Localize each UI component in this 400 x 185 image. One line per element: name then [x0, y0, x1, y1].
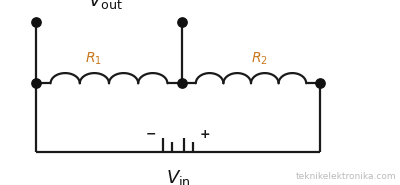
- Text: −: −: [146, 128, 156, 141]
- Text: $\mathit{V}_\mathregular{out}$: $\mathit{V}_\mathregular{out}$: [88, 0, 122, 11]
- Text: $R_1$: $R_1$: [84, 50, 102, 67]
- Point: [33, 82, 39, 85]
- Point: [179, 82, 185, 85]
- Text: $\mathit{V}_\mathregular{in}$: $\mathit{V}_\mathregular{in}$: [166, 168, 190, 185]
- Text: $R_2$: $R_2$: [250, 50, 268, 67]
- Point: [317, 82, 323, 85]
- Text: +: +: [200, 128, 210, 141]
- Point: [179, 21, 185, 24]
- Text: teknikelektronika.com: teknikelektronika.com: [295, 172, 396, 181]
- Point: [33, 21, 39, 24]
